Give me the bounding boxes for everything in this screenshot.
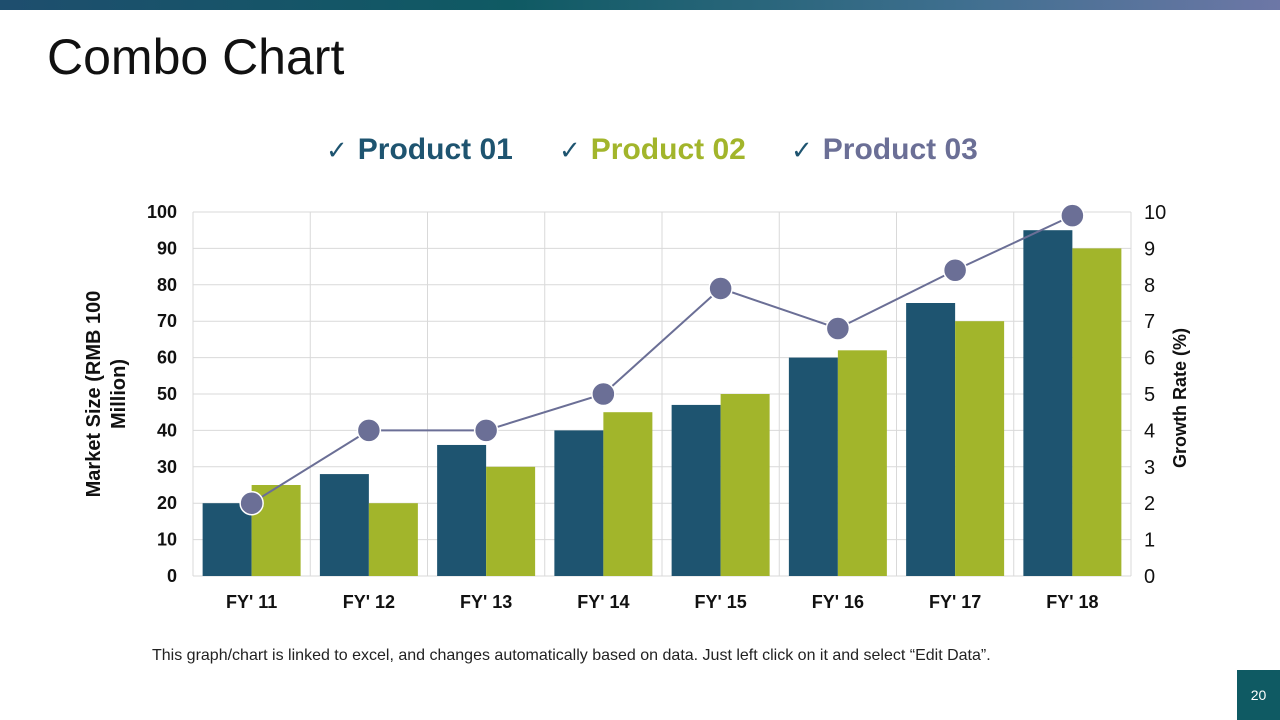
y-tick-label: 0 xyxy=(167,566,177,586)
legend-label-product-03: Product 03 xyxy=(822,133,978,166)
point-product-03 xyxy=(356,418,382,443)
bar-product-01 xyxy=(437,444,487,576)
legend-label-product-02: Product 02 xyxy=(590,133,746,166)
bar-product-01 xyxy=(788,357,838,576)
y2-tick-label: 10 xyxy=(1144,202,1166,224)
y-tick-label: 80 xyxy=(157,275,177,295)
y-axis-title-line: Million) xyxy=(108,359,130,429)
bar-product-02 xyxy=(955,321,1005,576)
check-icon: ✓ xyxy=(559,135,581,165)
bar-product-02 xyxy=(486,466,536,576)
line-product-03 xyxy=(251,214,1073,505)
bar-product-02 xyxy=(1072,248,1122,576)
y2-tick-label: 0 xyxy=(1144,566,1155,588)
y-tick-label: 40 xyxy=(157,420,177,440)
y-tick-label: 30 xyxy=(157,457,177,477)
footnote: This graph/chart is linked to excel, and… xyxy=(152,647,991,664)
y2-tick-label: 1 xyxy=(1144,530,1155,552)
y2-axis-title: Growth Rate (%) xyxy=(1170,328,1190,468)
y-tick-label: 90 xyxy=(157,238,177,258)
x-tick-label: FY' 14 xyxy=(577,592,629,612)
y2-tick-label: 8 xyxy=(1144,275,1155,297)
point-product-03 xyxy=(1060,203,1085,228)
y-tick-label: 60 xyxy=(157,348,177,368)
y-tick-label: 100 xyxy=(147,202,177,222)
chart-legend: ✓ Product 01 ✓ Product 02 ✓ Product 03 xyxy=(0,128,1280,172)
top-accent-bar xyxy=(0,0,1280,10)
bar-product-01 xyxy=(671,404,721,576)
y2-tick-label: 6 xyxy=(1144,348,1155,370)
y-tick-label: 20 xyxy=(157,493,177,513)
y2-tick-label: 7 xyxy=(1144,311,1155,333)
y2-tick-label: 9 xyxy=(1144,238,1155,260)
slide-title: Combo Chart xyxy=(47,29,345,85)
legend-item-product-01[interactable]: ✓ Product 01 xyxy=(326,128,513,172)
point-product-03 xyxy=(239,490,264,516)
x-tick-label: FY' 17 xyxy=(929,592,981,612)
bar-product-02 xyxy=(603,412,653,576)
check-icon: ✓ xyxy=(326,135,348,165)
x-tick-label: FY' 16 xyxy=(812,592,864,612)
bar-product-01 xyxy=(202,503,252,576)
y2-tick-label: 5 xyxy=(1144,384,1155,406)
x-tick-label: FY' 18 xyxy=(1046,592,1098,612)
y-axis-title: Market Size (RMB 100 Million) xyxy=(83,291,130,498)
legend-item-product-02[interactable]: ✓ Product 02 xyxy=(559,128,746,172)
x-tick-label: FY' 13 xyxy=(460,592,512,612)
combo-chart[interactable]: 0 10 20 30 40 50 60 70 80 90 100 0 1 2 3 4 5 6 7 8 9 10 FY' 11… xyxy=(0,0,1280,640)
bar-product-01 xyxy=(1023,230,1073,576)
y2-tick-label: 3 xyxy=(1144,457,1155,479)
check-icon: ✓ xyxy=(791,135,813,165)
bar-product-01 xyxy=(554,430,604,576)
page-number: 20 xyxy=(1237,670,1280,720)
point-product-03 xyxy=(591,381,616,407)
bar-product-01 xyxy=(906,303,956,576)
bar-product-02 xyxy=(837,350,887,576)
y-tick-label: 70 xyxy=(157,311,177,331)
bar-product-01 xyxy=(319,474,369,576)
y-tick-label: 50 xyxy=(157,384,177,404)
point-product-03 xyxy=(473,418,499,443)
point-product-03 xyxy=(942,257,968,283)
bar-product-02 xyxy=(368,503,418,576)
x-tick-label: FY' 12 xyxy=(343,592,395,612)
bar-product-02 xyxy=(720,394,770,576)
y2-tick-label: 4 xyxy=(1144,420,1155,442)
legend-label-product-01: Product 01 xyxy=(357,133,513,166)
point-product-03 xyxy=(708,276,733,301)
x-tick-label: FY' 11 xyxy=(226,592,277,612)
y-tick-label: 10 xyxy=(157,530,177,550)
y-axis-title-line: Market Size (RMB 100 xyxy=(83,291,105,498)
y2-tick-label: 2 xyxy=(1144,493,1155,515)
legend-item-product-03[interactable]: ✓ Product 03 xyxy=(791,128,978,172)
point-product-03 xyxy=(825,316,851,341)
x-tick-label: FY' 15 xyxy=(694,592,746,612)
